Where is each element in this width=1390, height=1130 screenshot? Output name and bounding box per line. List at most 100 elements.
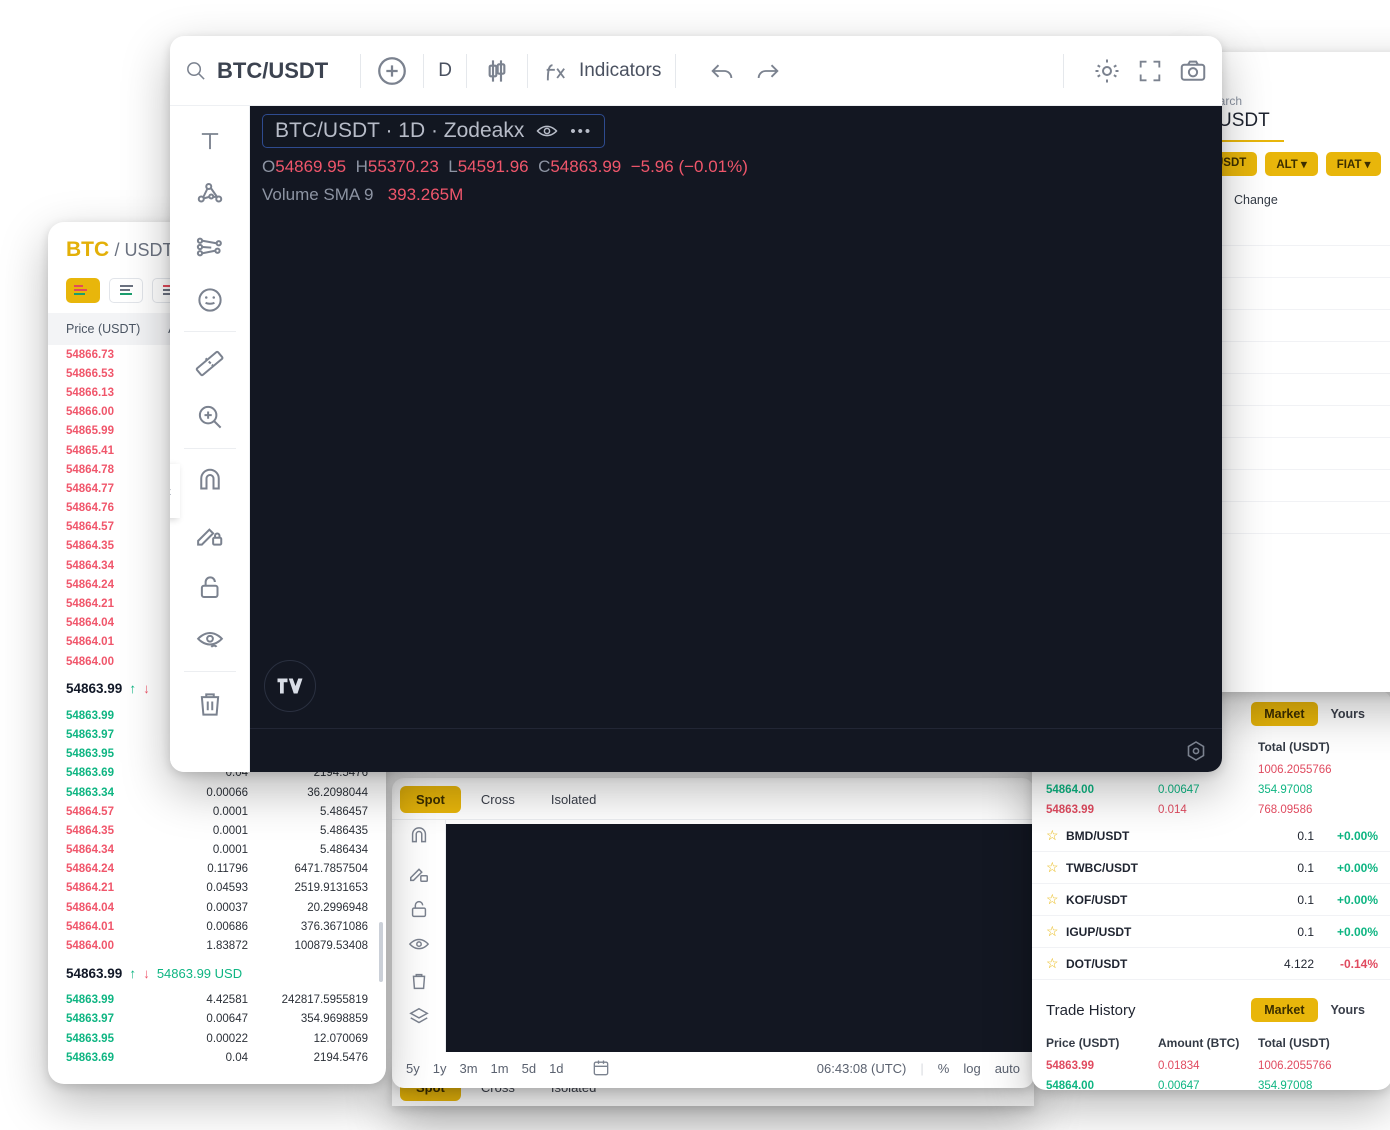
star-icon[interactable]: ☆	[1046, 891, 1059, 907]
orderbook-row[interactable]: 54864.04	[48, 614, 386, 633]
price-axis[interactable]	[1110, 106, 1222, 772]
pill-fiat[interactable]: FIAT ▾	[1325, 152, 1382, 176]
orderbook-row[interactable]: 54864.77	[48, 479, 386, 498]
magnet-icon[interactable]	[170, 454, 249, 507]
eye-icon[interactable]	[535, 119, 559, 143]
plus-circle-icon[interactable]	[375, 54, 409, 88]
trade-row[interactable]: 54863.99 0.014 768.09586	[1032, 800, 1390, 820]
collapse-chart-button[interactable]: ‹	[170, 464, 180, 518]
orderbook-row[interactable]: 54864.00	[48, 652, 386, 671]
layers-icon[interactable]	[408, 1006, 430, 1028]
orderbook-row[interactable]: 54864.21 0.04593 2519.9131653	[48, 879, 386, 898]
forecast-icon[interactable]	[170, 220, 249, 273]
orderbook-row[interactable]: 54863.99	[48, 706, 386, 725]
pill-alt[interactable]: ALT ▾	[1265, 152, 1318, 176]
timeframe-1m[interactable]: 1m	[490, 1060, 509, 1076]
orderbook-row[interactable]: 54864.57	[48, 518, 386, 537]
pattern-icon[interactable]	[170, 167, 249, 220]
more-options-icon[interactable]: •••	[570, 122, 593, 140]
markets-tab-usdt[interactable]: USDT	[1204, 108, 1284, 142]
symbol-search[interactable]: BTC/USDT	[184, 58, 346, 84]
orderbook-row[interactable]: 54864.01	[48, 633, 386, 652]
orderbook-row[interactable]: 54866.00	[48, 403, 386, 422]
magnet-icon[interactable]	[408, 826, 430, 848]
ruler-icon[interactable]	[170, 337, 249, 390]
orderbook-row[interactable]: 54864.34 0.0001 5.486434	[48, 841, 386, 860]
star-icon[interactable]: ☆	[1046, 955, 1059, 971]
history-row[interactable]: 54863.99 0.01834 1006.2055766	[1032, 1056, 1390, 1076]
orderbook-row[interactable]: 54864.21	[48, 594, 386, 613]
history-tab-market[interactable]: Market	[1251, 998, 1318, 1022]
lock-icon[interactable]	[408, 898, 430, 920]
pair-row[interactable]: ☆ KOF/USDT 0.1 +0.00%	[1032, 884, 1390, 916]
emoji-icon[interactable]	[170, 273, 249, 326]
orderbook-row[interactable]: 54864.24	[48, 575, 386, 594]
bc-tab-isolated[interactable]: Isolated	[550, 792, 597, 807]
timeframe-1d[interactable]: 1d	[549, 1060, 564, 1076]
star-icon[interactable]: ☆	[1046, 827, 1059, 843]
pencil-lock-icon[interactable]	[170, 507, 249, 560]
orderbook-row[interactable]: 54864.04 0.00037 20.2996948	[48, 898, 386, 917]
zoom-in-icon[interactable]	[170, 390, 249, 443]
orderbook-row[interactable]: 54864.57 0.0001 5.486457	[48, 802, 386, 821]
orderbook-row[interactable]: 54866.13	[48, 383, 386, 402]
pair-row[interactable]: ☆ DOT/USDT 4.122 -0.14%	[1032, 948, 1390, 980]
chart-canvas[interactable]: BTC/USDT · 1D · Zodeakx ••• O54869.95 H5…	[250, 106, 1222, 772]
timeframe-1y[interactable]: 1y	[432, 1060, 447, 1076]
interval-button[interactable]: D	[438, 59, 452, 81]
time-axis[interactable]	[250, 728, 1222, 772]
pair-row[interactable]: ☆ BMD/USDT 0.1 +0.00%	[1032, 820, 1390, 852]
orderbook-row[interactable]: 54864.35	[48, 537, 386, 556]
orderbook-row[interactable]: 54864.76	[48, 499, 386, 518]
orderbook-row[interactable]: 54863.97 0.00647 354.9698859	[48, 1010, 386, 1029]
orderbook-row[interactable]: 54866.73	[48, 345, 386, 364]
tradingview-logo-icon[interactable]	[264, 660, 316, 712]
redo-icon[interactable]	[754, 57, 782, 85]
orderbook-row[interactable]: 54864.00 1.83872 100879.53408	[48, 936, 386, 955]
col-change[interactable]: Change	[1234, 193, 1278, 207]
camera-icon[interactable]	[1178, 56, 1208, 86]
orderbook-row[interactable]: 54863.97	[48, 725, 386, 744]
timeframe-3m[interactable]: 3m	[459, 1060, 478, 1076]
target-icon[interactable]	[1184, 739, 1208, 763]
pair-row[interactable]: ☆ TWBC/USDT 0.1 +0.00%	[1032, 852, 1390, 884]
orderbook-row[interactable]: 54866.53	[48, 364, 386, 383]
lock-icon[interactable]	[170, 560, 249, 613]
timeframe-5d[interactable]: 5d	[521, 1060, 537, 1076]
orderbook-row[interactable]: 54864.35 0.0001 5.486435	[48, 821, 386, 840]
bc-tab-cross[interactable]: Cross	[480, 792, 515, 807]
fullscreen-icon[interactable]	[1136, 57, 1164, 85]
legend-title-row[interactable]: BTC/USDT · 1D · Zodeakx •••	[262, 114, 606, 148]
orderbook-row[interactable]: 54863.34 0.00066 36.2098044	[48, 783, 386, 802]
trash-icon[interactable]	[170, 677, 249, 730]
orderbook-row[interactable]: 54864.34	[48, 556, 386, 575]
trade-row[interactable]: 1006.2055766	[1032, 760, 1390, 780]
star-icon[interactable]: ☆	[1046, 859, 1059, 875]
scale-percent[interactable]: %	[937, 1060, 950, 1076]
bottom-chart-canvas[interactable]	[446, 824, 1034, 1052]
orderbook-row[interactable]: 54864.24 0.11796 6471.7857504	[48, 860, 386, 879]
scale-log[interactable]: log	[963, 1060, 981, 1076]
orderbook-row[interactable]: 54863.69 0.04 2194.5476	[48, 1048, 386, 1067]
text-icon[interactable]	[170, 114, 249, 167]
calendar-icon[interactable]	[591, 1058, 611, 1078]
trade-tab-market[interactable]: Market	[1251, 702, 1318, 726]
orderbook-row[interactable]: 54865.99	[48, 422, 386, 441]
depth-both-icon[interactable]	[66, 278, 100, 303]
gear-icon[interactable]	[1092, 56, 1122, 86]
scale-auto[interactable]: auto	[994, 1060, 1020, 1076]
eye-hide-icon[interactable]	[170, 613, 249, 666]
history-row[interactable]: 54864.00 0.00647 354.97008	[1032, 1076, 1390, 1090]
indicators-button[interactable]: Indicators	[542, 57, 661, 85]
undo-icon[interactable]	[708, 57, 736, 85]
orderbook-row[interactable]: 54864.01 0.00686 376.3671086	[48, 917, 386, 936]
pencil-lock-icon[interactable]	[408, 862, 430, 884]
depth-bids-icon[interactable]	[109, 278, 143, 303]
orderbook-row[interactable]: 54863.99 4.42581 242817.5955819	[48, 991, 386, 1010]
bc-tab-spot[interactable]: Spot	[400, 786, 461, 813]
search-icon[interactable]	[184, 59, 207, 82]
star-icon[interactable]: ☆	[1046, 923, 1059, 939]
trash-icon[interactable]	[408, 970, 430, 992]
orderbook-row[interactable]: 54863.95 0.00022 12.070069	[48, 1029, 386, 1048]
orderbook-row[interactable]: 54864.78	[48, 460, 386, 479]
